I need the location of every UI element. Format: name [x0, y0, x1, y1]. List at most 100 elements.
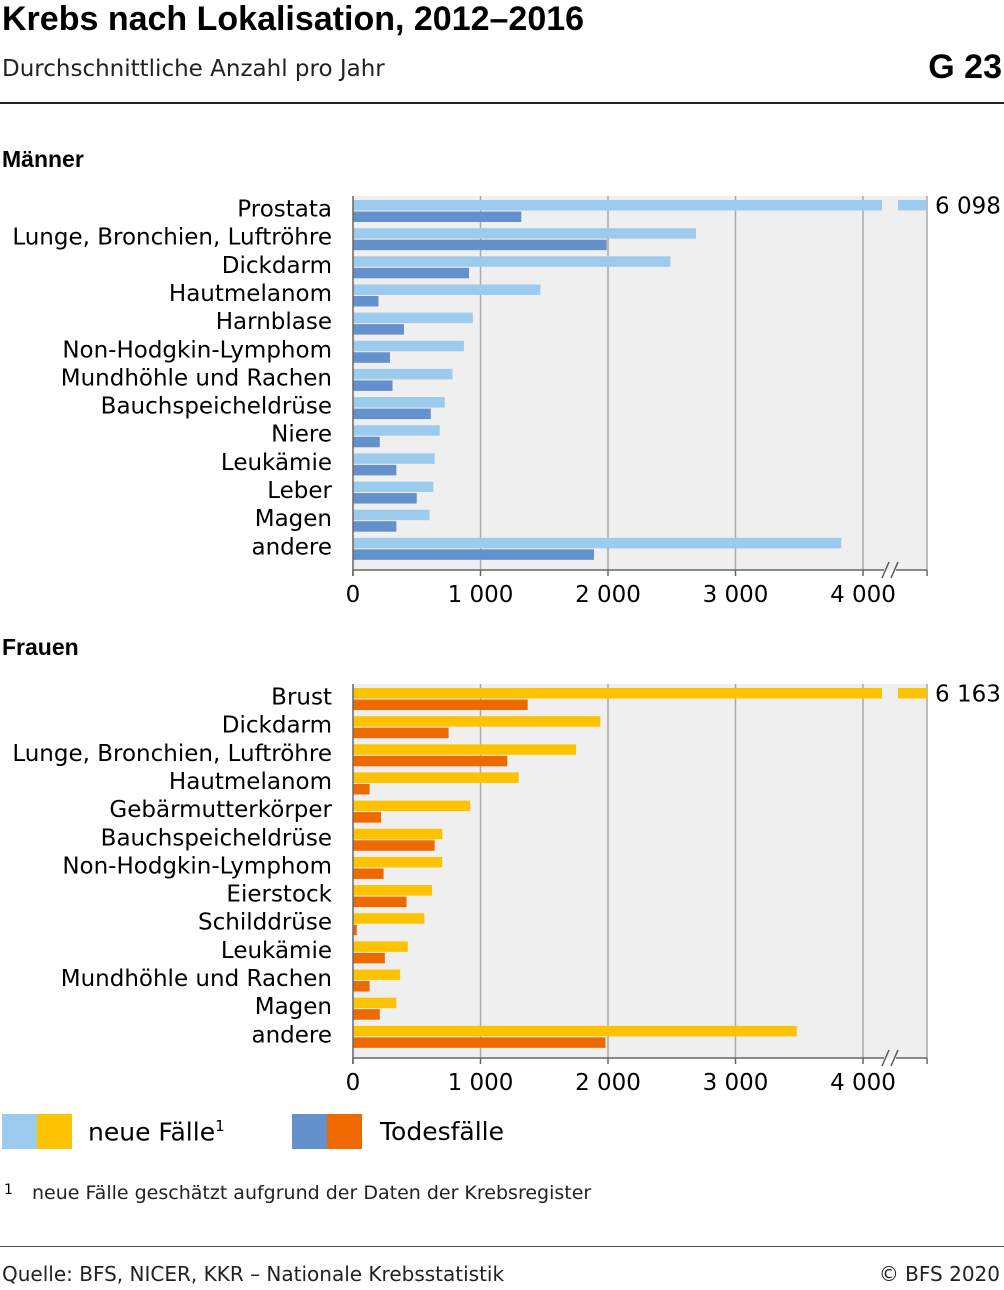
frauen-bar-new-cases-bauchspeicheldruese [353, 828, 443, 840]
frauen-bar-deaths-schilddruese [353, 924, 357, 936]
frauen-axis-break-mark-1 [881, 1049, 890, 1067]
maenner-bar-new-cases-niere [353, 425, 440, 436]
maenner-x-tick-label-1: 1 000 [448, 582, 514, 608]
maenner-bar-new-cases-non-hodgkin-lymphom [353, 340, 464, 352]
frauen-bar-new-cases-hautmelanom [353, 772, 519, 783]
legend-label-deaths: Todesfälle [380, 1117, 504, 1146]
footnote-text: neue Fälle geschätzt aufgrund der Daten … [32, 1182, 592, 1204]
maenner-bar-new-cases-leber [353, 481, 434, 493]
legend-swatch-women-deaths [327, 1114, 362, 1149]
maenner-bar-deaths-non-hodgkin-lymphom [353, 352, 390, 363]
maenner-category-label-niere: Niere [271, 422, 332, 448]
frauen-axis-break-mark-2 [890, 1049, 899, 1067]
panel-title-women: Frauen [2, 634, 79, 660]
frauen-bar-new-cases-dickdarm [353, 716, 601, 727]
frauen-category-label-bauchspeicheldruese: Bauchspeicheldrüse [101, 825, 332, 851]
frauen-bar-new-cases-eierstock [353, 885, 433, 896]
maenner-bar-deaths-harnblase [353, 324, 404, 335]
maenner-category-label-non-hodgkin-lymphom: Non-Hodgkin-Lymphom [62, 337, 332, 363]
maenner-bar-deaths-mundhoehle-und-rachen [353, 380, 393, 391]
maenner-bar-new-cases-prostata-continued [898, 200, 927, 211]
footer-rule [0, 1246, 1004, 1247]
frauen-bar-new-cases-brust-continued [898, 688, 927, 699]
maenner-bar-new-cases-harnblase [353, 312, 473, 324]
maenner-bar-new-cases-bauchspeicheldruese [353, 397, 445, 408]
frauen-bar-deaths-non-hodgkin-lymphom [353, 868, 384, 879]
frauen-x-tick-label-2: 2 000 [575, 1070, 641, 1096]
maenner-bar-deaths-andere [353, 549, 594, 560]
frauen-category-label-mundhoehle-und-rachen: Mundhöhle und Rachen [61, 966, 332, 992]
frauen-bar-deaths-hautmelanom [353, 783, 370, 795]
frauen-category-label-hautmelanom: Hautmelanom [169, 769, 332, 795]
frauen-bar-new-cases-non-hodgkin-lymphom [353, 856, 443, 868]
maenner-bar-new-cases-magen [353, 509, 430, 521]
maenner-bar-deaths-lunge-bronchien-luftroehre [353, 239, 607, 251]
maenner-category-label-mundhoehle-und-rachen: Mundhöhle und Rachen [61, 365, 332, 391]
chart-subtitle: Durchschnittliche Anzahl pro Jahr [2, 56, 385, 82]
maenner-bar-new-cases-leukaemie [353, 453, 435, 464]
frauen-bar-deaths-eierstock [353, 896, 407, 908]
frauen-bar-deaths-mundhoehle-und-rachen [353, 981, 370, 992]
frauen-value-label-brust: 6 163 [935, 682, 1001, 708]
footnote-mark: 1 [4, 1182, 13, 1198]
men-bar-chart: Prostata 6 098 Lunge, Bronchien, Luftröhre… [12, 194, 1001, 609]
maenner-category-label-prostata: Prostata [237, 197, 332, 223]
maenner-bar-deaths-hautmelanom [353, 295, 379, 307]
frauen-bar-new-cases-andere [353, 1025, 797, 1037]
frauen-bar-new-cases-mundhoehle-und-rachen [353, 969, 401, 981]
frauen-x-tick-label-0: 0 [346, 1070, 361, 1096]
maenner-x-tick-label-0: 0 [346, 582, 361, 608]
chart-title: Krebs nach Lokalisation, 2012–2016 [2, 0, 585, 38]
maenner-category-label-bauchspeicheldruese: Bauchspeicheldrüse [101, 394, 332, 420]
header-rule [0, 102, 1004, 104]
maenner-bar-deaths-niere [353, 436, 380, 448]
frauen-bar-deaths-leukaemie [353, 952, 385, 964]
legend: neue Fälle1 Todesfälle [0, 1114, 600, 1150]
frauen-category-label-andere: andere [251, 1022, 332, 1048]
frauen-category-label-lunge-bronchien-luftroehre: Lunge, Bronchien, Luftröhre [12, 741, 332, 767]
maenner-bar-deaths-dickdarm [353, 267, 470, 279]
maenner-category-label-leber: Leber [267, 478, 332, 504]
legend-swatch-women-new-cases [37, 1114, 72, 1149]
frauen-bar-deaths-dickdarm [353, 727, 449, 739]
panel-title-men: Männer [2, 146, 84, 172]
copyright: © BFS 2020 [878, 1262, 1000, 1286]
frauen-plot-area [353, 684, 927, 1058]
maenner-bar-new-cases-andere [353, 537, 842, 549]
frauen-category-label-gebaermutterkoerper: Gebärmutterkörper [109, 797, 332, 823]
frauen-x-tick-label-4: 4 000 [830, 1070, 896, 1096]
maenner-bar-deaths-bauchspeicheldruese [353, 408, 431, 420]
frauen-category-label-dickdarm: Dickdarm [222, 713, 332, 739]
frauen-x-tick-label-1: 1 000 [448, 1070, 514, 1096]
frauen-bar-deaths-andere [353, 1037, 606, 1048]
frauen-x-tick-label-3: 3 000 [703, 1070, 769, 1096]
maenner-category-label-harnblase: Harnblase [216, 309, 332, 335]
frauen-bar-deaths-bauchspeicheldruese [353, 840, 435, 851]
frauen-category-label-schilddruese: Schilddrüse [198, 910, 332, 936]
source-note: Quelle: BFS, NICER, KKR – Nationale Kreb… [2, 1262, 505, 1286]
maenner-bar-deaths-prostata [353, 211, 522, 222]
maenner-category-label-leukaemie: Leukämie [221, 450, 332, 476]
frauen-bar-deaths-brust [353, 699, 528, 710]
maenner-category-label-dickdarm: Dickdarm [222, 253, 332, 279]
maenner-bar-deaths-leukaemie [353, 464, 397, 476]
legend-label-new-cases: neue Fälle1 [88, 1117, 225, 1146]
maenner-bar-new-cases-hautmelanom [353, 284, 541, 295]
maenner-x-tick-label-3: 3 000 [703, 582, 769, 608]
maenner-axis-break-mark-1 [881, 561, 890, 579]
maenner-category-label-andere: andere [251, 534, 332, 560]
maenner-bar-new-cases-dickdarm [353, 256, 671, 267]
frauen-bar-new-cases-schilddruese [353, 913, 425, 924]
maenner-bar-deaths-magen [353, 521, 397, 532]
maenner-bar-deaths-leber [353, 493, 417, 504]
frauen-bar-new-cases-brust [353, 688, 882, 699]
graphic-code: G 23 [928, 48, 1002, 86]
maenner-category-label-magen: Magen [255, 506, 332, 532]
frauen-bar-deaths-magen [353, 1009, 380, 1020]
maenner-x-tick-label-4: 4 000 [830, 582, 896, 608]
maenner-bar-new-cases-mundhoehle-und-rachen [353, 368, 453, 380]
frauen-category-label-brust: Brust [271, 685, 332, 711]
maenner-bar-new-cases-lunge-bronchien-luftroehre [353, 228, 696, 239]
legend-footnote-ref: 1 [215, 1117, 225, 1135]
